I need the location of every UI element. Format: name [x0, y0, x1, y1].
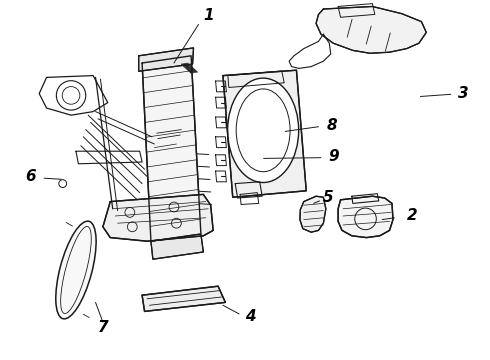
Text: 3: 3: [458, 86, 468, 101]
Text: 7: 7: [98, 320, 108, 335]
Polygon shape: [338, 196, 393, 238]
Polygon shape: [300, 196, 326, 232]
Text: 1: 1: [203, 8, 214, 23]
Polygon shape: [151, 234, 203, 259]
Polygon shape: [103, 194, 213, 241]
Polygon shape: [142, 286, 225, 311]
Text: 5: 5: [323, 190, 334, 205]
Text: 8: 8: [327, 118, 338, 133]
Text: 2: 2: [407, 208, 418, 224]
Text: 6: 6: [25, 169, 36, 184]
Polygon shape: [316, 6, 426, 53]
Ellipse shape: [56, 221, 96, 319]
Polygon shape: [139, 48, 194, 71]
Polygon shape: [223, 70, 306, 197]
Ellipse shape: [227, 78, 299, 183]
Text: 9: 9: [328, 149, 339, 164]
Polygon shape: [142, 56, 201, 241]
Text: 4: 4: [245, 309, 255, 324]
